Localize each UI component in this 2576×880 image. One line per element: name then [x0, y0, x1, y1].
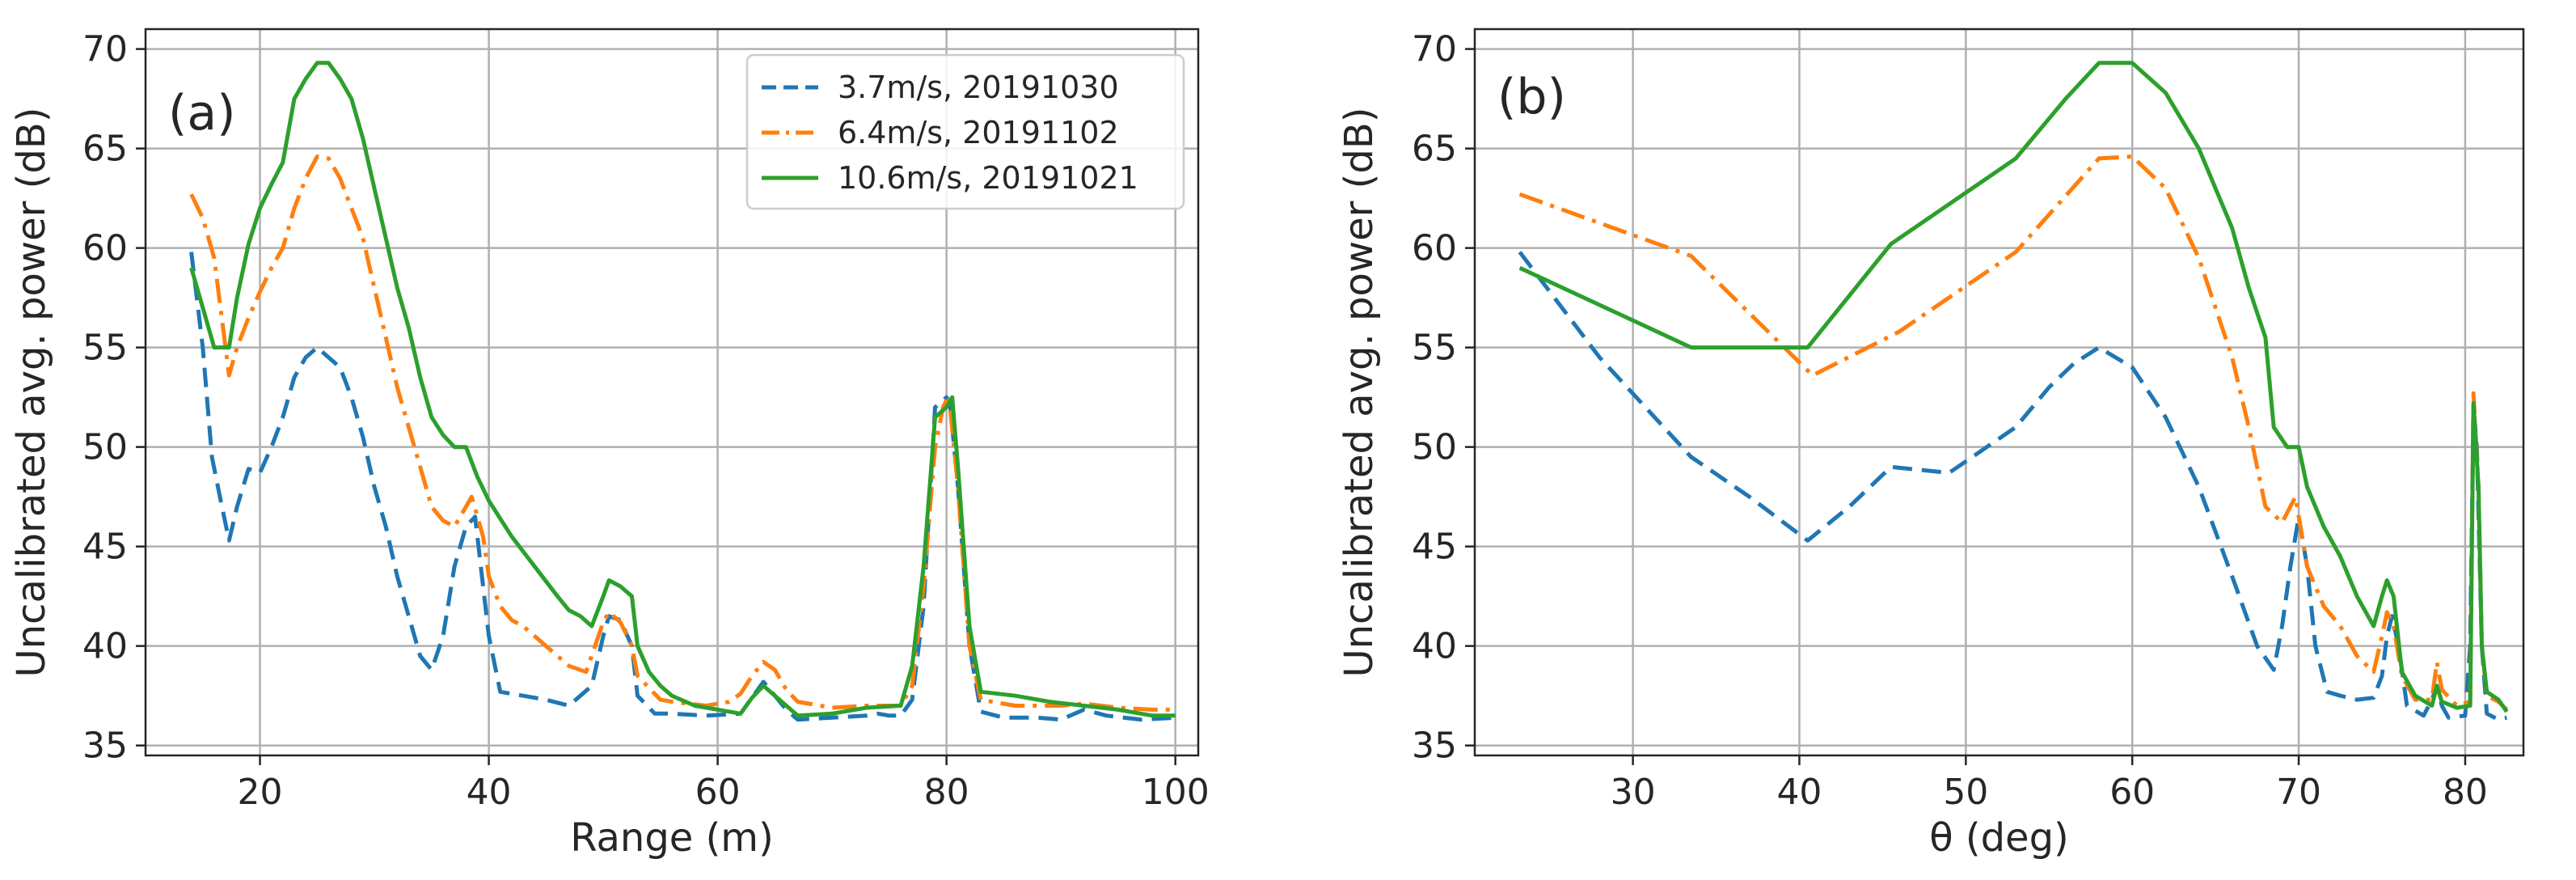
series-line-0	[189, 252, 1176, 722]
y-tick-label: 60	[1412, 228, 1457, 269]
panel-a-grid	[146, 29, 1198, 755]
x-tick-label: 80	[2443, 772, 2488, 813]
panel-a-series	[189, 61, 1176, 722]
x-tick-label: 50	[1943, 772, 1988, 813]
panel-a-frame	[144, 28, 1200, 757]
panel-a-chart: 20 40 60 80 100 35 40 45 50 55 60 65 70 (a) Range (m…	[9, 28, 1210, 861]
panel-b-series	[1518, 61, 2509, 722]
panel-b-chart: 30 40 50 60 70 80 35 40 45 50 55 60 65 70 (b) θ (deg)…	[1337, 28, 2525, 861]
panel-a-legend: 3.7m/s, 20191030 6.4m/s, 20191102 10.6m/…	[745, 53, 1185, 210]
x-tick-label: 40	[467, 772, 512, 813]
y-tick-label: 65	[1412, 129, 1457, 170]
panel-b-xlabel: θ (deg)	[1929, 815, 2069, 861]
y-tick-label: 70	[82, 29, 128, 70]
y-tick-label: 45	[1412, 527, 1457, 568]
y-tick-label: 55	[1412, 328, 1457, 369]
series-line-1	[189, 154, 1176, 712]
x-tick-label: 20	[238, 772, 283, 813]
y-tick-label: 50	[82, 427, 128, 468]
y-tick-label: 70	[1412, 29, 1457, 70]
x-tick-label: 40	[1776, 772, 1822, 813]
panel-a-ylabel: Uncalibrated avg. power (dB)	[9, 108, 54, 678]
x-tick-label: 100	[1142, 772, 1210, 813]
y-tick-label: 40	[1412, 626, 1457, 667]
panel-a-ticks: 20 40 60 80 100 35 40 45 50 55 60 65 70	[82, 29, 1210, 813]
x-tick-label: 70	[2276, 772, 2321, 813]
y-tick-label: 65	[82, 129, 128, 170]
y-tick-label: 35	[82, 726, 128, 767]
panel-a-label: (a)	[168, 85, 236, 142]
legend-label-blue: 3.7m/s, 20191030	[838, 70, 1119, 105]
legend-label-green: 10.6m/s, 20191021	[838, 160, 1138, 196]
y-tick-label: 40	[82, 626, 128, 667]
series-line-2	[189, 61, 1176, 718]
y-tick-label: 55	[82, 328, 128, 369]
panel-b-frame	[1473, 28, 2525, 757]
y-tick-label: 50	[1412, 427, 1457, 468]
x-tick-label: 80	[924, 772, 969, 813]
y-tick-label: 35	[1412, 726, 1457, 767]
panel-b-ticks: 30 40 50 60 70 80 35 40 45 50 55 60 65 70	[1412, 29, 2488, 813]
panel-b-ylabel: Uncalibrated avg. power (dB)	[1337, 108, 1382, 678]
x-tick-label: 60	[695, 772, 741, 813]
panel-b-label: (b)	[1497, 69, 1566, 125]
y-tick-label: 45	[82, 527, 128, 568]
x-tick-label: 30	[1611, 772, 1656, 813]
y-tick-label: 60	[82, 228, 128, 269]
legend-label-orange: 6.4m/s, 20191102	[838, 115, 1119, 150]
panel-a-xlabel: Range (m)	[570, 815, 774, 861]
series-line-0	[1518, 251, 2507, 722]
x-tick-label: 60	[2109, 772, 2155, 813]
panel-b-grid	[1475, 29, 2523, 755]
series-line-2	[1518, 61, 2509, 713]
legend-frame	[745, 53, 1185, 210]
